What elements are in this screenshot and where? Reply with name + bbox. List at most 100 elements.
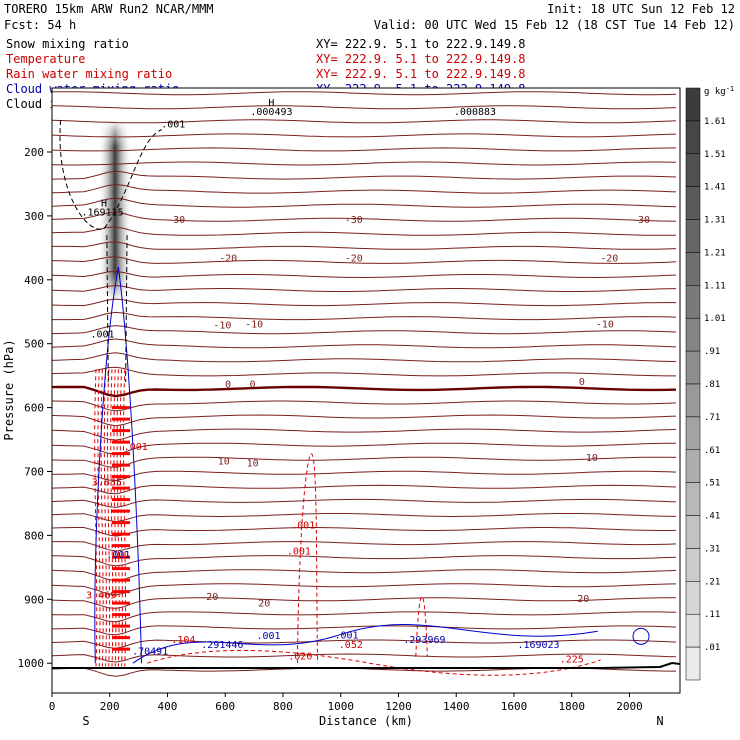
field-annotation: 3.469 <box>86 591 116 602</box>
isotherm-line <box>52 311 677 321</box>
isotherm-line <box>52 428 677 441</box>
y-axis: 200 300 400 500 600 700 800 900 1000 <box>18 146 52 670</box>
isotherm-line <box>52 366 676 377</box>
isotherm-line <box>52 91 677 96</box>
temperature-label: -10 <box>245 319 263 330</box>
colorbar-swatch <box>685 350 701 385</box>
ice-contour <box>59 120 162 230</box>
temperature-label: -10 <box>213 321 231 332</box>
rain-contour <box>119 369 123 667</box>
colorbar-label: .61 <box>704 446 720 456</box>
colorbar-swatch <box>685 317 701 352</box>
ice-contour-column <box>106 235 128 383</box>
field-annotation: .001 <box>161 120 185 131</box>
colorbar-label: 1.31 <box>704 216 726 226</box>
x-axis-label: Distance (km) <box>319 714 413 728</box>
isotherm-line <box>52 184 677 194</box>
temperature-label: -10 <box>596 319 614 330</box>
rain-contour <box>103 369 107 667</box>
colorbar-swatch <box>685 383 701 418</box>
y-tick-label: 300 <box>24 210 44 223</box>
colorbar-label: .51 <box>704 479 720 489</box>
field-annotation: H <box>101 198 107 209</box>
isotherm-line <box>52 611 677 623</box>
colorbar-label: .81 <box>704 380 720 390</box>
colorbar-swatch <box>685 515 701 549</box>
colorbar-label: 1.01 <box>704 314 726 324</box>
colorbar-label: .01 <box>704 643 720 653</box>
colorbar-label: 1.41 <box>704 183 726 193</box>
plot-area: -30 -30 -30 -20 -20 -20 -10 -10 -10 0 0 0 10 10 10 20 20… <box>52 88 680 693</box>
temperature-label: 10 <box>218 457 230 468</box>
colorbar-swatch <box>685 219 701 253</box>
y-tick-label: 700 <box>24 466 44 479</box>
x-axis: 0 200 400 600 800 1000 1200 1400 1600 1800 2000 <box>49 693 643 713</box>
isotherm-line <box>52 170 677 180</box>
colorbar-swatch <box>685 646 701 681</box>
isotherm-line <box>52 226 677 236</box>
south-label: S <box>82 714 89 728</box>
colorbar-label: .21 <box>704 577 720 587</box>
field-annotation: .291446 <box>201 640 243 651</box>
isotherm-line <box>52 625 677 636</box>
x-tick-label: 200 <box>100 700 120 713</box>
field-annotation: .169023 <box>517 640 559 651</box>
field-annotation: .020 <box>288 651 312 662</box>
valid-time: Valid: 00 UTC Wed 15 Feb 12 (18 CST Tue … <box>374 18 735 32</box>
x-tick-label: 800 <box>273 700 293 713</box>
rain-contour-mid <box>296 453 319 664</box>
field-annotation: .001 <box>291 520 315 531</box>
colorbar-swatch <box>685 416 701 451</box>
y-axis-label: Pressure (hPa) <box>2 339 16 440</box>
field-annotation: .169115 <box>81 207 123 218</box>
legend-xy-2: XY= 222.9. 5.1 to 222.9.149.8 <box>316 67 526 81</box>
isotherm-line <box>52 161 677 166</box>
rain-contour-low <box>147 649 601 676</box>
legend-name-0: Snow mixing ratio <box>6 37 129 51</box>
y-tick-label: 400 <box>24 274 44 287</box>
temperature-label: -30 <box>167 215 185 226</box>
north-label: N <box>656 714 663 728</box>
y-tick-label: 600 <box>24 402 44 415</box>
isotherm-line <box>52 414 677 427</box>
legend-xy-0: XY= 222.9. 5.1 to 222.9.149.8 <box>316 37 526 51</box>
temperature-label: 0 <box>225 379 231 390</box>
colorbar-label: 1.51 <box>704 150 726 160</box>
isotherm-line <box>52 241 677 250</box>
field-annotation: .000883 <box>454 107 496 118</box>
y-tick-label: 200 <box>24 146 44 159</box>
temperature-label: -30 <box>632 215 650 226</box>
forecast-hour: Fcst: 54 h <box>4 18 76 32</box>
field-annotation: .001 <box>257 631 281 642</box>
isotherm-line <box>52 470 677 482</box>
isotherm-line <box>52 352 677 363</box>
colorbar-swatch <box>685 186 701 220</box>
isotherm-line <box>52 270 677 279</box>
colorbar-label: .31 <box>704 544 720 554</box>
field-annotation: 3.635 <box>92 478 122 489</box>
colorbar-swatch <box>685 613 701 648</box>
temperature-label: 20 <box>577 594 589 605</box>
isotherm-line <box>52 597 676 609</box>
field-annotation: .001 <box>90 329 114 340</box>
temperature-label: 0 <box>250 379 256 390</box>
colorbar-label: 1.21 <box>704 248 726 258</box>
rain-contour <box>107 369 111 667</box>
init-time: Init: 18 UTC Sun 12 Feb 12 <box>547 2 735 16</box>
legend-name-2: Rain water mixing ratio <box>6 67 172 81</box>
field-annotations: H.000493.000883.001H.169115.001.0013.635… <box>81 98 583 666</box>
isotherm-line <box>52 442 676 455</box>
legend-name-1: Temperature <box>6 52 85 66</box>
colorbar-label: 1.11 <box>704 281 726 291</box>
isotherm-line <box>52 569 677 582</box>
temperature-label: 0 <box>579 377 585 388</box>
colorbar-label: .11 <box>704 610 720 620</box>
rain-water-contours <box>94 369 601 676</box>
temperature-label: -30 <box>345 215 363 226</box>
cloud-ice-contours <box>59 120 162 383</box>
y-tick-label: 800 <box>24 529 44 542</box>
field-annotation: .001 <box>106 550 130 561</box>
isotherm-line <box>52 555 677 567</box>
model-title: TORERO 15km ARW Run2 NCAR/MMM <box>4 2 214 16</box>
colorbar-label: .41 <box>704 512 720 522</box>
